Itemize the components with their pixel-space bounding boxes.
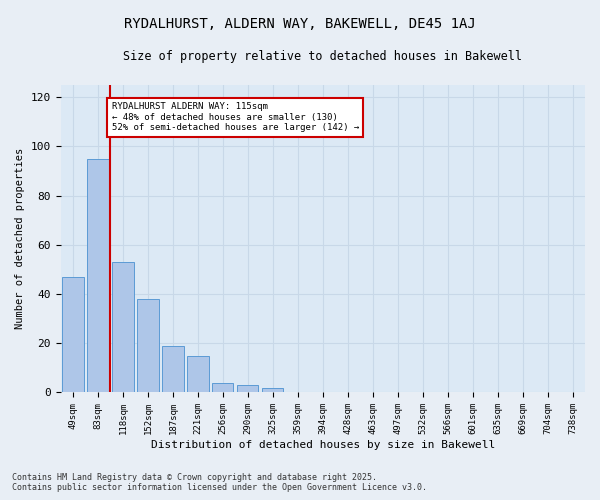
Text: RYDALHURST, ALDERN WAY, BAKEWELL, DE45 1AJ: RYDALHURST, ALDERN WAY, BAKEWELL, DE45 1… bbox=[124, 18, 476, 32]
Bar bbox=[62, 277, 83, 392]
Bar bbox=[137, 299, 158, 392]
Bar bbox=[163, 346, 184, 393]
Bar bbox=[262, 388, 283, 392]
Bar bbox=[237, 385, 259, 392]
X-axis label: Distribution of detached houses by size in Bakewell: Distribution of detached houses by size … bbox=[151, 440, 495, 450]
Bar bbox=[187, 356, 209, 393]
Title: Size of property relative to detached houses in Bakewell: Size of property relative to detached ho… bbox=[123, 50, 522, 63]
Y-axis label: Number of detached properties: Number of detached properties bbox=[15, 148, 25, 330]
Bar bbox=[112, 262, 134, 392]
Bar bbox=[88, 159, 109, 392]
Bar bbox=[212, 382, 233, 392]
Text: Contains HM Land Registry data © Crown copyright and database right 2025.
Contai: Contains HM Land Registry data © Crown c… bbox=[12, 473, 427, 492]
Text: RYDALHURST ALDERN WAY: 115sqm
← 48% of detached houses are smaller (130)
52% of : RYDALHURST ALDERN WAY: 115sqm ← 48% of d… bbox=[112, 102, 359, 132]
